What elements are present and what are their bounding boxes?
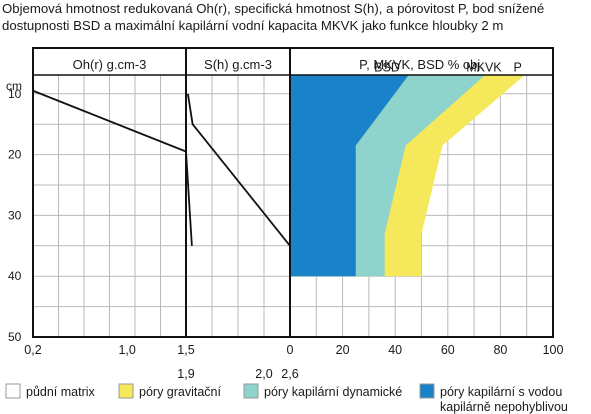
oh-line: [32, 89, 193, 246]
title-line-1: Objemová hmotnost redukovaná Oh(r), spec…: [2, 1, 545, 16]
sh-line: [187, 93, 291, 247]
y-tick-label: 40: [8, 269, 22, 283]
x-tick-label-p: 20: [336, 343, 350, 357]
y-tick-label: 10: [8, 87, 22, 101]
title-line-2: dostupnosti BSD a maximální kapilární vo…: [2, 18, 504, 33]
legend-swatch: [5, 383, 21, 399]
x-tick-label-p: 100: [543, 343, 564, 357]
legend-label: póry kapilární s vodou: [440, 385, 562, 399]
x-tick-label-p: 80: [493, 343, 507, 357]
panel-title-p: P, MKVK, BSD % obj.: [359, 57, 484, 72]
series-label-bsd: BSD: [374, 61, 400, 75]
legend-label: póry gravitační: [139, 385, 222, 399]
legend-label: půdní matrix: [26, 385, 96, 399]
legend-swatch: [118, 383, 134, 399]
area-bsd: [290, 75, 409, 277]
x-tick-label-sh: 1,9: [177, 367, 194, 381]
chart-title: Objemová hmotnost redukovaná Oh(r), spec…: [2, 0, 591, 34]
x-tick-label-oh: 0,2: [24, 343, 41, 357]
legend-label-2: kapilárně nepohyblivou: [440, 400, 568, 414]
y-tick-label: 30: [8, 208, 22, 222]
x-tick-label-p: 0: [287, 343, 294, 357]
legend-swatch: [243, 383, 259, 399]
chart-frame: [32, 47, 554, 338]
legend-swatch: [419, 383, 435, 399]
panel-title-oh: Oh(r) g.cm-3: [73, 57, 147, 72]
x-tick-label-sh: 2,0: [255, 367, 272, 381]
y-axis-unit: cm: [6, 79, 22, 93]
y-tick-label: 20: [8, 148, 22, 162]
series-label-p: P: [514, 61, 522, 75]
x-tick-label-p: 60: [441, 343, 455, 357]
x-tick-label-oh: 1,0: [118, 343, 135, 357]
x-tick-label-sh: 2,6: [281, 367, 298, 381]
legend-label: póry kapilární dynamické: [264, 385, 402, 399]
x-tick-label-p: 40: [388, 343, 402, 357]
panel-title-sh: S(h) g.cm-3: [204, 57, 272, 72]
series-label-mkvk: MKVK: [466, 61, 502, 75]
x-tick-label-oh: 1,5: [177, 343, 194, 357]
y-tick-label: 50: [8, 330, 22, 344]
